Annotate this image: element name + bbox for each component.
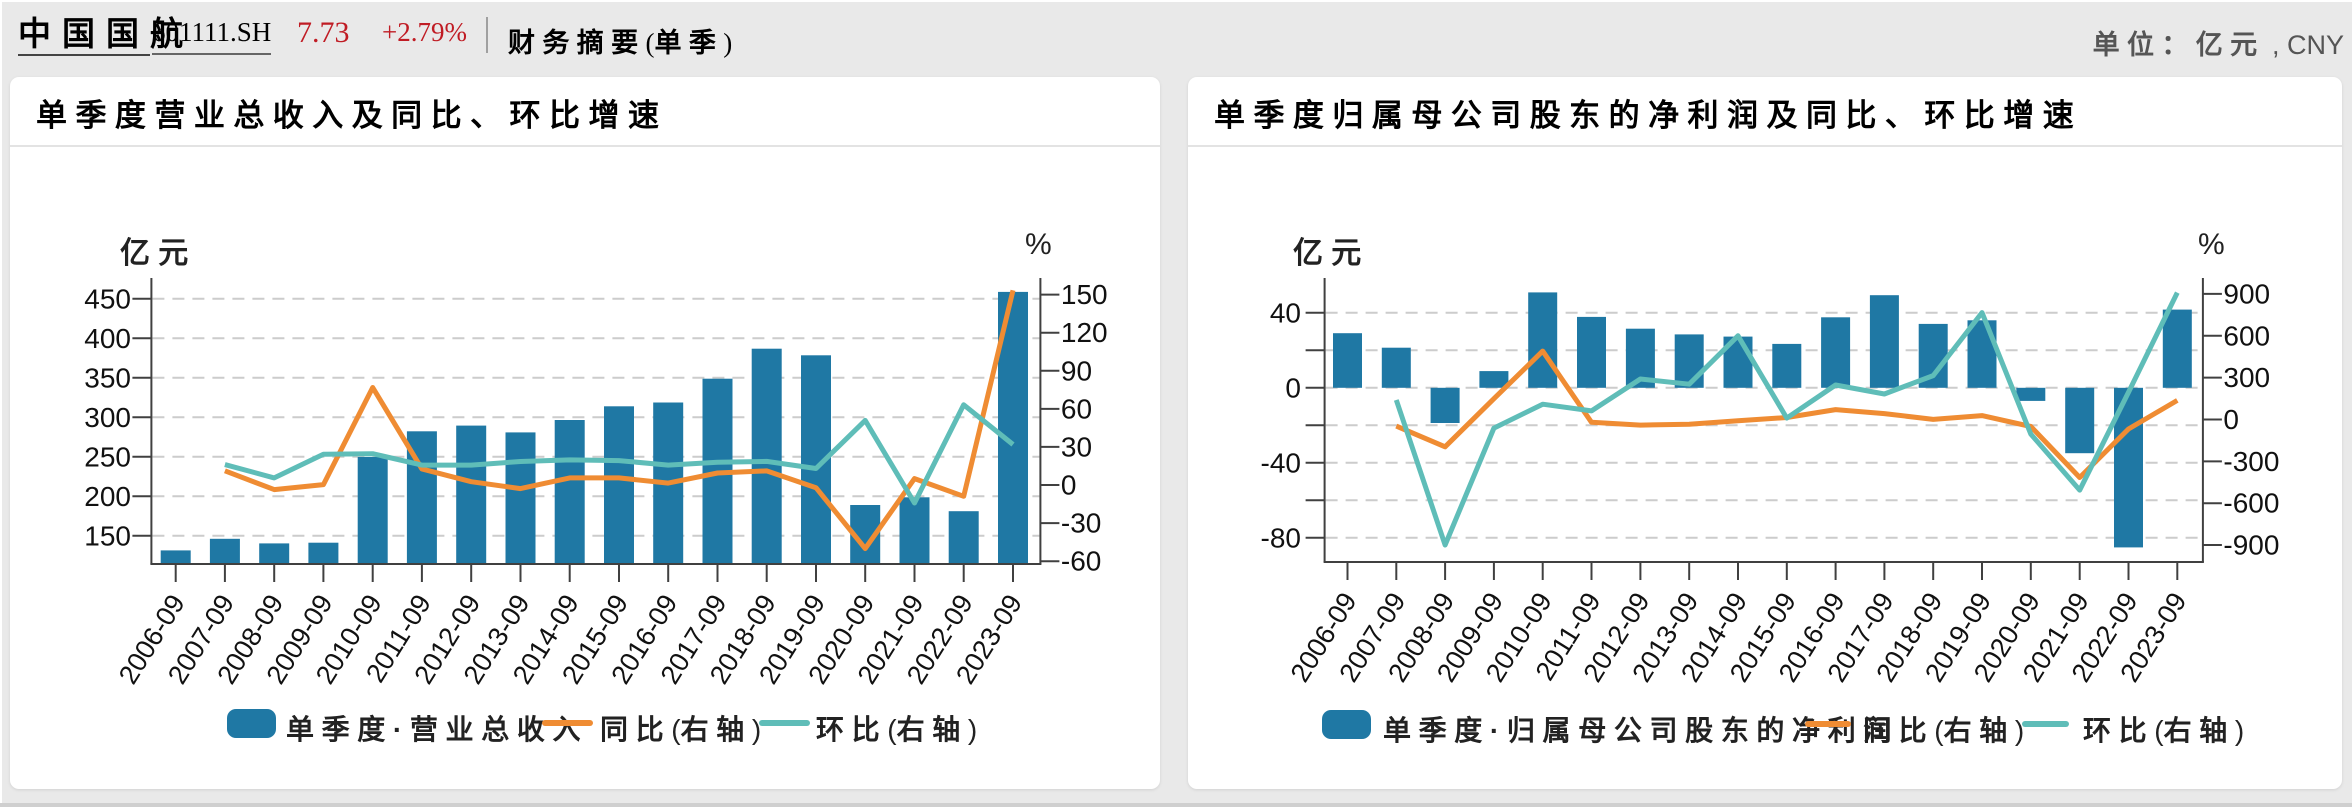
svg-text:0: 0: [2223, 404, 2239, 435]
svg-text:0: 0: [1285, 372, 1301, 403]
svg-text:600: 600: [2223, 320, 2270, 351]
svg-text:250: 250: [84, 441, 131, 472]
svg-text:900: 900: [2223, 278, 2270, 309]
svg-text:0: 0: [1061, 470, 1077, 501]
svg-text:120: 120: [1061, 317, 1108, 348]
svg-text:350: 350: [84, 362, 131, 393]
svg-text:150: 150: [84, 520, 131, 551]
svg-text:-40: -40: [1261, 447, 1301, 478]
svg-text:-300: -300: [2223, 446, 2279, 477]
svg-text:60: 60: [1061, 393, 1092, 424]
svg-text:-60: -60: [1061, 546, 1101, 577]
svg-text:30: 30: [1061, 431, 1092, 462]
svg-text:40: 40: [1270, 297, 1301, 328]
svg-text:200: 200: [84, 481, 131, 512]
svg-text:300: 300: [84, 402, 131, 433]
svg-text:-80: -80: [1261, 522, 1301, 553]
svg-text:450: 450: [84, 283, 131, 314]
svg-text:-900: -900: [2223, 530, 2279, 561]
svg-text:150: 150: [1061, 279, 1108, 310]
svg-text:300: 300: [2223, 362, 2270, 393]
svg-text:-600: -600: [2223, 488, 2279, 519]
svg-text:90: 90: [1061, 355, 1092, 386]
svg-text:-30: -30: [1061, 508, 1101, 539]
svg-text:400: 400: [84, 323, 131, 354]
